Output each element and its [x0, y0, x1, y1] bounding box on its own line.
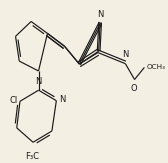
Text: F₃C: F₃C	[25, 152, 39, 161]
Text: N: N	[98, 10, 104, 19]
Text: N: N	[122, 50, 129, 59]
Text: N: N	[59, 95, 65, 104]
Text: Cl: Cl	[9, 96, 18, 105]
Text: O: O	[131, 84, 138, 93]
Text: OCH₃: OCH₃	[146, 64, 165, 70]
Text: N: N	[35, 77, 42, 86]
